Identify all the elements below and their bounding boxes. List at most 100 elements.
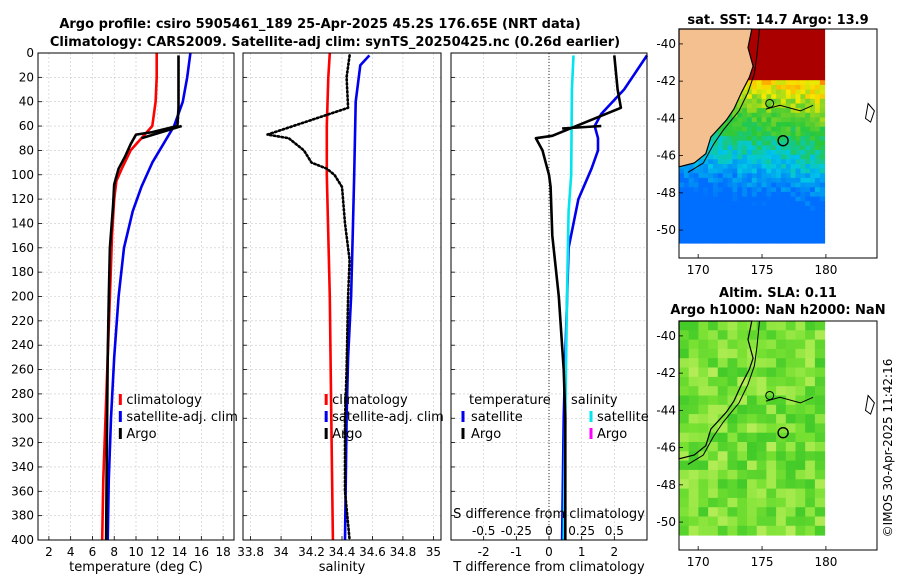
map-cell — [776, 456, 782, 462]
map-cell — [795, 404, 801, 410]
map-cell — [814, 150, 821, 156]
map-cell — [751, 376, 758, 382]
map-cell — [810, 456, 816, 462]
map-cell — [717, 150, 724, 156]
y-tick-label: -48 — [656, 186, 676, 200]
map-cell — [766, 70, 772, 76]
map-cell — [790, 164, 796, 170]
map-cell — [800, 362, 806, 368]
map-cell — [805, 224, 811, 230]
map-cell — [698, 353, 704, 359]
map-cell — [771, 483, 777, 489]
map-cell — [679, 404, 685, 410]
map-cell — [693, 474, 699, 480]
map-cell — [766, 168, 772, 174]
map-cell — [761, 483, 767, 489]
map-cell — [703, 335, 709, 341]
map-cell — [717, 201, 724, 207]
map-cell — [790, 497, 796, 503]
map-cell — [795, 168, 801, 174]
map-cell — [814, 409, 821, 415]
map-cell — [732, 488, 738, 494]
map-cell — [790, 29, 796, 35]
map-cell — [761, 126, 767, 132]
map-cell — [761, 103, 767, 109]
map-cell — [737, 525, 743, 531]
map-cell — [747, 117, 753, 123]
map-cell — [795, 474, 801, 480]
map-cell — [751, 103, 758, 109]
map-cell — [747, 409, 753, 415]
map-cell — [737, 215, 743, 221]
map-cell — [732, 493, 738, 499]
map-cell — [776, 201, 782, 207]
map-cell — [780, 390, 787, 396]
map-cell — [766, 103, 772, 109]
map-cell — [790, 395, 796, 401]
map-cell — [732, 196, 738, 202]
map-cell — [761, 196, 767, 202]
map-cell — [756, 164, 762, 170]
map-cell — [732, 140, 738, 146]
map-cell — [756, 150, 762, 156]
map-cell — [785, 229, 792, 235]
map-cell — [785, 52, 792, 58]
map-cell — [683, 511, 690, 517]
temperature-panel: 0204060801001201401601802002202402602803… — [11, 46, 238, 575]
map-cell — [717, 362, 724, 368]
x-tick-label: 10 — [128, 545, 143, 559]
map-cell — [771, 159, 777, 165]
map-cell — [717, 224, 724, 230]
map-cell — [698, 164, 704, 170]
map-cell — [688, 330, 694, 336]
map-cell — [683, 428, 690, 434]
map-cell — [722, 229, 728, 235]
map-cell — [761, 38, 767, 44]
map-cell — [737, 210, 743, 216]
map-cell — [795, 210, 801, 216]
map-cell — [742, 446, 748, 452]
map-cell — [708, 474, 714, 480]
map-cell — [810, 446, 816, 452]
map-cell — [805, 488, 811, 494]
map-cell — [819, 145, 826, 151]
map-cell — [742, 94, 748, 100]
map-cell — [713, 497, 719, 503]
figure-title-line1: Argo profile: csiro 5905461_189 25-Apr-2… — [59, 17, 580, 32]
map-cell — [688, 229, 694, 235]
map-cell — [727, 187, 733, 193]
map-cell — [766, 215, 772, 221]
map-cell — [742, 191, 748, 197]
map-cell — [800, 122, 806, 128]
map-cell — [693, 414, 699, 420]
map-cell — [819, 474, 826, 480]
map-cell — [776, 61, 782, 67]
map-cell — [717, 414, 724, 420]
map-cell — [785, 414, 792, 420]
map-cell — [742, 140, 748, 146]
map-cell — [737, 154, 743, 160]
map-cell — [683, 525, 690, 531]
map-cell — [698, 460, 704, 466]
map-cell — [800, 145, 806, 151]
map-cell — [713, 390, 719, 396]
map-cell — [771, 108, 777, 114]
map-cell — [819, 56, 826, 62]
map-cell — [698, 469, 704, 475]
map-cell — [693, 164, 699, 170]
map-cell — [790, 168, 796, 174]
map-cell — [751, 497, 758, 503]
map-cell — [771, 428, 777, 434]
map-cell — [780, 367, 787, 373]
map-cell — [800, 187, 806, 193]
map-cell — [751, 358, 758, 364]
map-cell — [751, 325, 758, 331]
map-cell — [766, 381, 772, 387]
map-cell — [737, 358, 743, 364]
map-cell — [688, 386, 694, 392]
map-cell — [717, 372, 724, 378]
map-cell — [780, 321, 787, 327]
map-cell — [795, 437, 801, 443]
map-cell — [683, 502, 690, 508]
